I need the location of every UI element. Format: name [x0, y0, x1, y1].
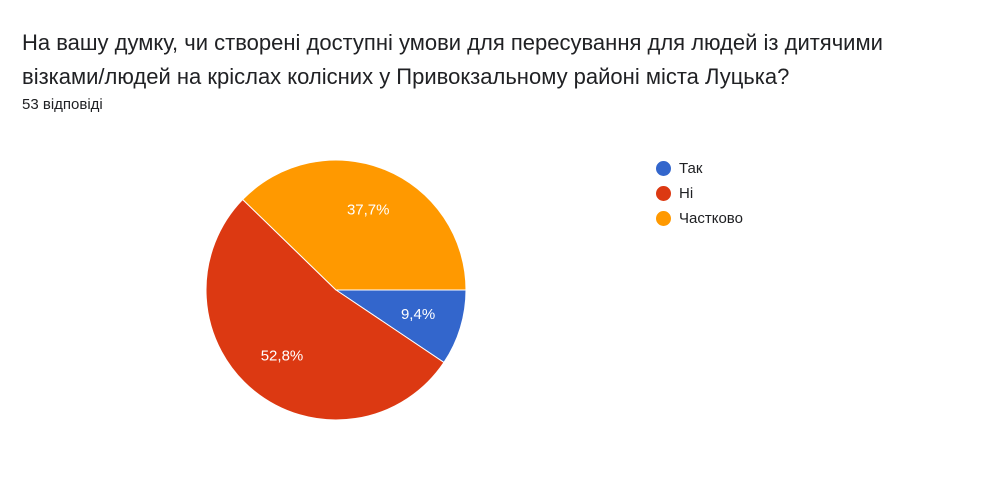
legend-swatch-icon	[656, 161, 671, 176]
question-title: На вашу думку, чи створені доступні умов…	[22, 30, 883, 89]
pie-slice-2[interactable]	[242, 159, 467, 291]
legend-swatch-icon	[656, 186, 671, 201]
legend-swatch-icon	[656, 211, 671, 226]
pie-data-label-0: 9,4%	[401, 306, 435, 323]
chart-legend: Так Ні Частково	[656, 156, 743, 231]
response-count: 53 відповіді	[22, 96, 103, 113]
pie-data-label-2: 37,7%	[347, 201, 390, 218]
legend-label: Частково	[679, 210, 743, 227]
legend-item-1[interactable]: Ні	[656, 181, 743, 206]
legend-label: Ні	[679, 185, 694, 202]
pie-data-label-1: 52,8%	[261, 348, 304, 365]
pie-slices	[205, 159, 467, 421]
pie-data-labels: 9,4% 52,8% 37,7%	[261, 201, 435, 364]
pie-slice-1[interactable]	[205, 198, 445, 421]
pie-slice-0[interactable]	[334, 289, 467, 364]
legend-item-0[interactable]: Так	[656, 156, 743, 181]
legend-item-2[interactable]: Частково	[656, 206, 743, 231]
legend-label: Так	[679, 160, 703, 177]
